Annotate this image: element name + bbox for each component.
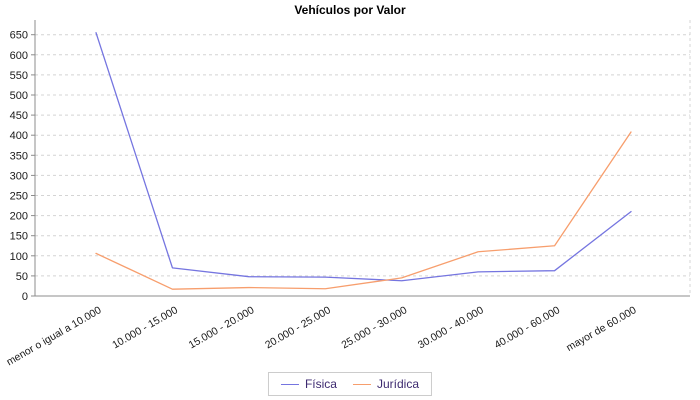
legend: Física Jurídica (267, 372, 433, 396)
legend-item-fisica: Física (280, 377, 337, 391)
y-tick-label: 350 (10, 150, 28, 162)
x-category-label: 30.000 - 40.000 (416, 304, 486, 351)
y-tick-label: 550 (10, 70, 28, 82)
axes (34, 20, 690, 297)
y-tick-label: 300 (10, 170, 28, 182)
x-category-label: mayor de 60.000 (564, 304, 638, 354)
x-category-label: 10.000 - 15.000 (110, 304, 180, 351)
y-tick-label: 400 (10, 130, 28, 142)
fisica-line-swatch (280, 383, 299, 385)
y-tick-label: 200 (10, 211, 28, 223)
y-tick-label: 50 (16, 271, 28, 283)
legend-label-fisica: Física (304, 377, 337, 391)
y-tick-label: 450 (10, 110, 28, 122)
series-line-juridica (95, 131, 632, 290)
series-line-fisica (95, 32, 632, 282)
x-category-label: 20.000 - 25.000 (263, 304, 333, 351)
y-tick-label: 500 (10, 90, 28, 102)
x-category-label: 25.000 - 30.000 (340, 304, 410, 351)
legend-item-juridica: Jurídica (352, 377, 420, 391)
y-tick-label: 150 (10, 231, 28, 243)
x-axis-labels: menor o igual a 10.000 10.000 - 15.000 15.… (4, 304, 638, 368)
y-tick-label: 0 (22, 291, 28, 303)
x-category-label: menor o igual a 10.000 (4, 304, 103, 368)
y-tick-label: 650 (10, 30, 28, 42)
gridlines (35, 20, 691, 296)
y-tick-label: 100 (10, 251, 28, 263)
x-category-label: 40.000 - 60.000 (492, 304, 562, 351)
juridica-line-swatch (352, 383, 371, 385)
y-tick-label: 250 (10, 191, 28, 203)
y-axis-labels: 0 50 100 150 200 250 300 350 400 450 500 550 600 650 (10, 30, 35, 303)
y-tick-label: 600 (10, 50, 28, 62)
legend-label-juridica: Jurídica (376, 377, 420, 391)
chart-title: Vehículos por Valor (294, 3, 406, 17)
x-category-label: 15.000 - 20.000 (187, 304, 257, 351)
